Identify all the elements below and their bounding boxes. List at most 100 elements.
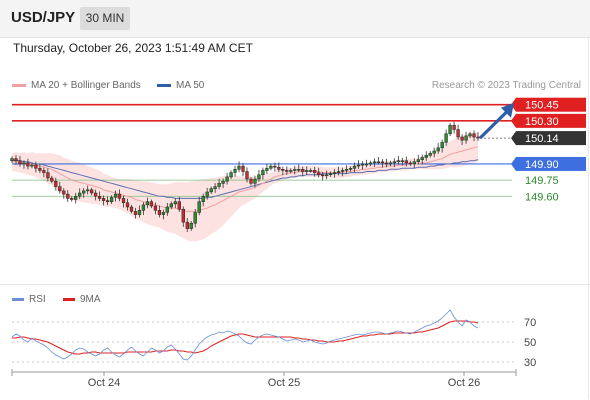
- candle-body: [66, 193, 70, 199]
- candle-body: [145, 201, 150, 206]
- legend-ma20: MA 20 + Bollinger Bands: [12, 80, 141, 91]
- level-tag-pointer: [511, 131, 516, 146]
- candle-body: [265, 168, 269, 171]
- candle-body: [101, 198, 106, 201]
- candle-body: [137, 210, 142, 215]
- candle-body: [356, 164, 361, 167]
- candle-body: [209, 188, 213, 193]
- candle-body: [42, 170, 46, 173]
- rsi-ma-line: [12, 320, 479, 355]
- projection-arrow-head: [501, 102, 514, 118]
- candle-body: [325, 174, 329, 177]
- header-bar: USD/JPY 30 MIN: [0, 0, 590, 38]
- symbol-title: USD/JPY: [11, 9, 76, 26]
- level-label: 149.90: [525, 159, 559, 171]
- candle-body: [90, 189, 94, 194]
- candle-body: [50, 177, 54, 182]
- candle-body: [205, 191, 209, 197]
- candle-body: [70, 198, 74, 200]
- candle-body: [285, 170, 289, 172]
- candle-body: [360, 163, 365, 166]
- candle-body: [189, 222, 193, 229]
- candle-body: [340, 170, 345, 172]
- level-tag: [516, 131, 586, 146]
- candle-body: [149, 201, 154, 207]
- candle-body: [336, 171, 341, 173]
- candle-body: [34, 164, 38, 169]
- candle-body: [289, 170, 293, 172]
- candle-body: [173, 201, 177, 205]
- level-tag: [516, 156, 586, 171]
- candle-body: [22, 162, 26, 165]
- candle-body: [273, 165, 277, 168]
- candle-body: [277, 166, 281, 170]
- timestamp: Thursday, October 26, 2023 1:51:49 AM CE…: [13, 41, 253, 55]
- candle-body: [245, 171, 249, 180]
- rsi-ma-swatch: [63, 297, 75, 301]
- candle-body: [201, 196, 205, 202]
- candle-body: [472, 133, 476, 138]
- rsi-ma-label: 9MA: [80, 294, 101, 305]
- candle-body: [10, 158, 14, 162]
- ma50-label: MA 50: [176, 80, 205, 91]
- candle-body: [468, 133, 472, 137]
- candle-body: [97, 196, 102, 199]
- candle-body: [153, 205, 158, 211]
- candle-body: [241, 165, 245, 172]
- candle-body: [404, 160, 408, 164]
- candle-body: [281, 169, 285, 171]
- candle-body: [221, 180, 225, 184]
- candle-body: [46, 172, 50, 179]
- candle-body: [396, 160, 400, 163]
- candle-body: [364, 163, 369, 166]
- candle-body: [424, 155, 428, 158]
- candle-body: [225, 176, 229, 182]
- bollinger-band: [12, 131, 478, 242]
- ma20-swatch: [12, 83, 26, 87]
- candle-body: [301, 169, 305, 172]
- candle-body: [368, 162, 373, 165]
- candle-body: [444, 133, 448, 143]
- rsi-tick-label: 70: [524, 317, 536, 329]
- candle-body: [408, 162, 412, 165]
- candle-body: [416, 159, 420, 163]
- candle-body: [388, 162, 393, 165]
- timeframe-button[interactable]: 30 MIN: [80, 7, 130, 30]
- candle-body: [193, 212, 197, 224]
- candle-body: [452, 124, 456, 130]
- candle-body: [412, 161, 416, 165]
- candle-body: [440, 142, 444, 149]
- candle-body: [157, 210, 162, 215]
- candle-body: [109, 197, 114, 202]
- candle-body: [161, 212, 166, 215]
- candle-body: [74, 196, 78, 200]
- candle-body: [253, 178, 257, 184]
- candle-body: [117, 193, 122, 199]
- ma20-label: MA 20 + Bollinger Bands: [31, 80, 141, 91]
- candle-body: [237, 165, 241, 170]
- candle-body: [460, 136, 464, 141]
- candle-body: [352, 165, 357, 169]
- candle-body: [233, 169, 237, 173]
- candle-body: [58, 186, 62, 192]
- candle-body: [317, 172, 321, 176]
- candle-body: [400, 160, 404, 162]
- candle-body: [121, 198, 126, 203]
- level-tag-pointer: [511, 156, 516, 171]
- candle-body: [125, 202, 130, 208]
- rsi-tick-label: 50: [524, 337, 536, 349]
- candle-body: [261, 170, 265, 175]
- candle-body: [428, 152, 432, 156]
- level-label: 150.14: [525, 133, 559, 145]
- candle-body: [321, 174, 325, 177]
- candle-body: [141, 204, 146, 211]
- candle-body: [105, 200, 110, 202]
- level-label: 150.30: [525, 116, 559, 128]
- candle-body: [464, 135, 468, 141]
- legend-rsi-ma: 9MA: [63, 294, 101, 305]
- candle-body: [18, 160, 22, 165]
- frame-edge: [588, 37, 589, 399]
- x-tick-label: Oct 24: [88, 377, 120, 389]
- candle-body: [229, 172, 233, 178]
